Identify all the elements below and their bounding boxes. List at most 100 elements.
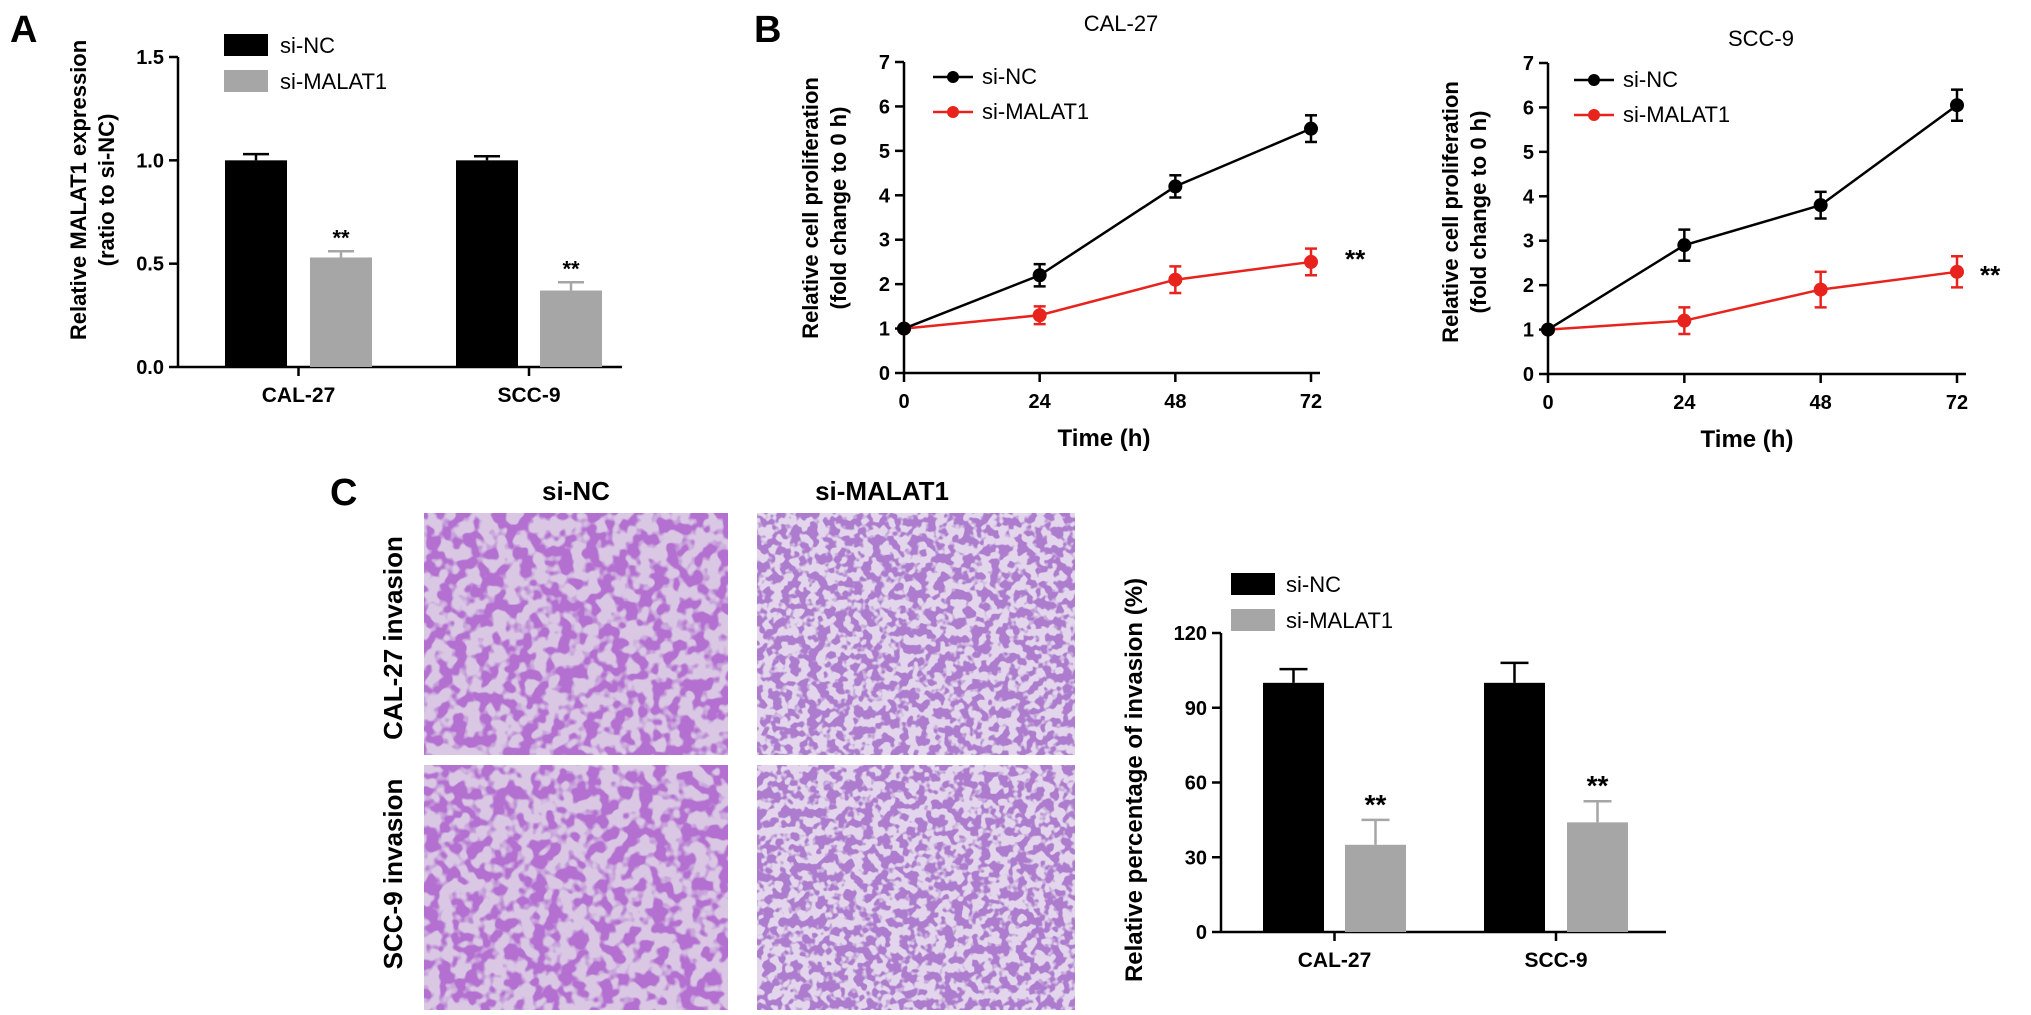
panel-b1-title: CAL-27	[1084, 11, 1159, 36]
panel-b1-point-si-malat1	[1304, 254, 1318, 269]
panel-label-a: A	[10, 9, 37, 51]
panel-c-xtick-label: CAL-27	[1298, 949, 1372, 972]
panel-b1-ytick-label: 5	[879, 141, 890, 163]
panel-b2-ylabel-line1: Relative cell proliferation	[1438, 81, 1463, 343]
panel-b1-point-si-nc	[897, 321, 911, 336]
panel-c-bar-si-nc-cal-27	[1263, 682, 1324, 932]
panel-b1-legend: si-NC si-MALAT1	[933, 64, 1089, 124]
micrograph-cal27-si-nc	[424, 513, 728, 755]
panel-b-cal27-line-chart: CAL-27 Relative cell proliferation (fold…	[798, 11, 1366, 452]
panel-b2-xtick-label: 72	[1946, 392, 1968, 414]
panel-b1-series-line-si-malat1	[903, 260, 1312, 330]
panel-b1-legend-marker-si-nc	[947, 71, 959, 83]
micrograph-scc9-si-malat1	[757, 765, 1075, 1010]
panel-b2-point-si-nc	[1813, 198, 1828, 213]
panel-b1-ytick-label: 4	[879, 185, 891, 207]
panel-a-ytick-label: 1.5	[136, 47, 164, 69]
panel-c-legend-label-si-malat1: si-MALAT1	[1286, 608, 1393, 633]
panel-b2-ytick-label: 1	[1523, 320, 1534, 342]
panel-a-bar-chart: Relative MALAT1 expression (ratio to si-…	[66, 33, 622, 407]
panel-b2-legend-marker-si-malat1	[1588, 109, 1600, 121]
panel-b2-point-si-nc	[1677, 238, 1692, 253]
panel-c-legend-swatch-si-malat1	[1231, 609, 1275, 631]
panel-c-bar-si-nc-scc-9	[1484, 682, 1545, 932]
panel-b2-ytick-label: 0	[1523, 364, 1534, 386]
panel-b2-point-si-nc	[1950, 98, 1964, 113]
panel-b2-legend-marker-si-nc	[1588, 74, 1600, 86]
panel-c-xtick-label: SCC-9	[1524, 949, 1587, 972]
panel-b2-ytick-label: 5	[1523, 142, 1534, 164]
panel-a-significance: **	[562, 256, 580, 281]
panel-b2-point-si-malat1	[1677, 313, 1692, 328]
panel-c-bar-si-malat1-cal-27	[1345, 844, 1406, 932]
panel-b1-ytick-label: 6	[879, 96, 890, 118]
panel-a-ytick-label: 0.5	[136, 254, 164, 276]
panel-b2-point-si-nc	[1541, 322, 1555, 337]
panel-b2-ytick-label: 2	[1523, 275, 1534, 297]
panel-b2-point-si-malat1	[1813, 282, 1828, 297]
panel-b2-xtick-label: 24	[1673, 392, 1696, 414]
panel-c-legend-label-si-nc: si-NC	[1286, 572, 1341, 597]
panel-c-significance: **	[1587, 770, 1609, 801]
panel-b2-legend-label-si-nc: si-NC	[1623, 67, 1678, 92]
panel-b1-xtick-label: 0	[898, 391, 909, 413]
panel-c-legend: si-NC si-MALAT1	[1231, 572, 1393, 633]
panel-b1-legend-marker-si-malat1	[947, 106, 959, 118]
panel-a-bar-si-nc-scc-9	[456, 160, 518, 367]
panel-a-significance: **	[332, 225, 350, 250]
panel-b2-legend-label-si-malat1: si-MALAT1	[1623, 102, 1730, 127]
panel-a-legend-label-si-malat1: si-MALAT1	[280, 69, 387, 94]
panel-b2-series-line-si-malat1	[1547, 270, 1958, 331]
panel-b1-ytick-label: 3	[879, 230, 890, 252]
panel-c-col-header-si-malat1: si-MALAT1	[815, 476, 949, 506]
panel-b1-xtick-label: 48	[1164, 391, 1186, 413]
panel-b1-point-si-malat1	[1032, 308, 1047, 323]
panel-b1-ytick-label: 7	[879, 52, 890, 74]
panel-c-ytick-label: 60	[1185, 773, 1207, 795]
panel-b2-xtick-label: 0	[1542, 392, 1553, 414]
panel-c-micrographs: si-NC si-MALAT1 CAL-27 invasion SCC-9 in…	[378, 476, 1075, 1010]
panel-a-ytick-label: 1.0	[136, 150, 164, 172]
panel-b2-significance: **	[1980, 260, 2001, 290]
panel-a-bar-si-nc-cal-27	[225, 160, 287, 367]
panel-c-ytick-label: 90	[1185, 698, 1207, 720]
panel-b2-ylabel-line2: (fold change to 0 h)	[1466, 111, 1491, 314]
panel-a-legend-swatch-si-nc	[224, 34, 268, 56]
panel-b2-point-si-malat1	[1950, 264, 1964, 279]
panel-a-xtick-label: SCC-9	[497, 384, 560, 407]
panel-b1-ylabel-line1: Relative cell proliferation	[798, 77, 823, 339]
panel-b2-series-line-si-nc	[1547, 104, 1958, 331]
panel-a-xtick-label: CAL-27	[262, 384, 336, 407]
panel-a-legend-swatch-si-malat1	[224, 70, 268, 92]
panel-b1-ytick-label: 0	[879, 363, 890, 385]
panel-b2-ytick-label: 7	[1523, 53, 1534, 75]
micrograph-cal27-si-malat1	[757, 513, 1075, 755]
panel-c-ytick-label: 30	[1185, 847, 1207, 869]
panel-b1-ytick-label: 1	[879, 319, 890, 341]
panel-c-ytick-label: 0	[1196, 922, 1207, 944]
panel-label-c: C	[330, 472, 357, 514]
panel-a-ylabel-line2: (ratio to si-NC)	[94, 114, 119, 267]
panel-b1-point-si-nc	[1168, 179, 1183, 194]
panel-b1-legend-label-si-malat1: si-MALAT1	[982, 99, 1089, 124]
panel-c-col-header-si-nc: si-NC	[542, 476, 610, 506]
panel-b1-significance: **	[1345, 244, 1366, 274]
panel-b1-series-line-si-nc	[903, 127, 1312, 330]
panel-a-ytick-label: 0.0	[136, 357, 164, 379]
panel-b1-xtick-label: 24	[1029, 391, 1052, 413]
panel-b1-xlabel: Time (h)	[1058, 425, 1151, 452]
panel-b-scc9-line-chart: SCC-9 Relative cell proliferation (fold …	[1438, 26, 2001, 453]
panel-b2-ytick-label: 4	[1523, 186, 1535, 208]
panel-a-ylabel-line1: Relative MALAT1 expression	[66, 40, 91, 340]
micrograph-scc9-si-nc	[424, 765, 728, 1010]
panel-c-bar-chart: Relative percentage of invasion (%) 0 30 6…	[1121, 572, 1666, 982]
panel-b1-point-si-malat1	[1168, 272, 1183, 287]
panel-b1-legend-label-si-nc: si-NC	[982, 64, 1037, 89]
panel-b2-title: SCC-9	[1728, 26, 1794, 51]
panel-b1-point-si-nc	[1032, 268, 1047, 283]
panel-b2-xtick-label: 48	[1810, 392, 1832, 414]
panel-a-legend: si-NC si-MALAT1	[224, 33, 387, 94]
panel-c-legend-swatch-si-nc	[1231, 573, 1275, 595]
panel-b2-xlabel: Time (h)	[1701, 426, 1794, 453]
panel-b1-ytick-label: 2	[879, 274, 890, 296]
